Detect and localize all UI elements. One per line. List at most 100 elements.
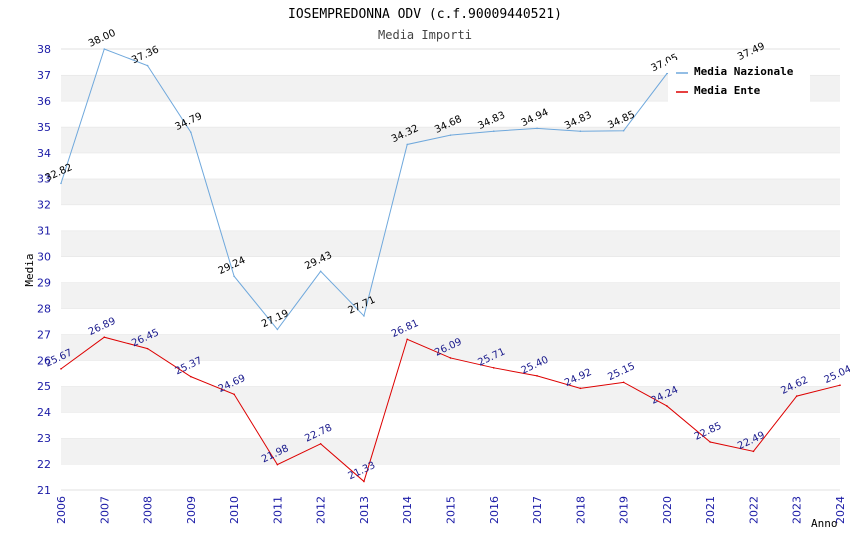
data-point — [103, 48, 106, 50]
data-point — [449, 134, 452, 136]
data-point — [795, 395, 798, 397]
x-tick-label: 2014 — [401, 496, 414, 524]
grid-band — [61, 204, 840, 231]
x-tick-label: 2012 — [315, 496, 328, 524]
data-point — [839, 384, 841, 386]
x-tick-label: 2023 — [791, 496, 804, 524]
y-tick-label: 21 — [37, 484, 51, 497]
x-axis-ticks: 2006 2007 2008 2009 2010 2011 2012 2013 2014 2015… — [55, 496, 847, 524]
data-point — [60, 182, 62, 185]
y-tick-label: 34 — [37, 147, 51, 160]
grid-band — [61, 126, 840, 153]
data-point — [622, 129, 625, 132]
chart-subtitle: Media Importi — [378, 28, 472, 42]
y-tick-label: 38 — [37, 43, 51, 56]
data-point — [319, 270, 322, 273]
y-axis-label: Media — [23, 253, 36, 286]
grid-band — [61, 152, 840, 179]
data-point — [276, 328, 279, 331]
y-tick-label: 37 — [37, 69, 51, 82]
y-tick-label: 26 — [37, 354, 51, 367]
data-point — [363, 480, 365, 483]
data-point — [103, 336, 106, 339]
data-point — [622, 381, 625, 384]
data-point — [492, 130, 495, 133]
x-tick-label: 2021 — [704, 496, 717, 524]
data-point — [406, 143, 409, 146]
y-tick-label: 25 — [37, 380, 51, 393]
data-point — [146, 64, 149, 67]
data-point — [752, 450, 755, 453]
x-tick-label: 2008 — [142, 496, 155, 524]
grid-band — [61, 360, 840, 387]
data-point — [666, 72, 668, 75]
x-tick-label: 2015 — [445, 496, 458, 524]
y-tick-label: 22 — [37, 458, 51, 471]
grid-bands — [61, 48, 840, 491]
data-point — [233, 275, 235, 278]
data-point — [190, 131, 192, 134]
x-tick-label: 2022 — [747, 496, 760, 524]
data-point — [233, 393, 235, 396]
x-tick-label: 2010 — [228, 496, 241, 524]
data-point — [319, 443, 322, 445]
grid-band — [61, 178, 840, 205]
x-axis-label: Anno — [811, 517, 838, 530]
legend-label-media-ente: Media Ente — [694, 84, 761, 97]
grid-band — [61, 412, 840, 439]
x-tick-label: 2019 — [618, 496, 631, 524]
series-lines — [60, 48, 841, 483]
y-tick-label: 32 — [37, 199, 51, 212]
data-point — [579, 130, 582, 133]
grid-band — [61, 100, 840, 127]
x-tick-label: 2020 — [661, 496, 674, 524]
grid-band — [61, 386, 840, 413]
y-tick-label: 35 — [37, 121, 51, 134]
data-point — [579, 387, 582, 390]
x-tick-label: 2013 — [358, 496, 371, 524]
grid-band — [61, 230, 840, 257]
y-tick-label: 24 — [37, 406, 51, 419]
y-tick-label: 29 — [37, 276, 51, 289]
data-point — [363, 315, 365, 317]
x-tick-label: 2024 — [834, 496, 847, 524]
data-label: 38.00 — [87, 28, 118, 50]
x-tick-label: 2006 — [55, 496, 68, 524]
data-point — [146, 347, 149, 350]
data-point — [276, 463, 279, 466]
y-tick-label: 23 — [37, 432, 51, 445]
data-point — [709, 441, 711, 443]
y-tick-label: 28 — [37, 302, 51, 315]
y-tick-label: 30 — [37, 251, 51, 264]
grid-band — [61, 438, 840, 465]
x-tick-label: 2011 — [271, 496, 284, 524]
x-tick-label: 2009 — [185, 496, 198, 524]
grid-band — [61, 256, 840, 283]
grid-band — [61, 308, 840, 335]
grid-band — [61, 282, 840, 309]
y-tick-label: 27 — [37, 328, 51, 341]
x-tick-label: 2007 — [98, 496, 111, 524]
x-tick-label: 2018 — [574, 496, 587, 524]
series-line-media-nazionale — [60, 48, 754, 331]
chart-title: IOSEMPREDONNA ODV (c.f.90009440521) — [288, 7, 562, 22]
x-tick-label: 2016 — [488, 496, 501, 524]
y-tick-label: 36 — [37, 95, 51, 108]
legend-background — [668, 60, 810, 102]
data-point — [449, 357, 452, 359]
data-point — [190, 375, 192, 378]
legend: Media Nazionale Media Ente — [668, 60, 810, 102]
legend-label-media-nazionale: Media Nazionale — [694, 65, 794, 78]
x-tick-label: 2017 — [531, 496, 544, 524]
data-point — [536, 375, 538, 377]
data-point — [406, 338, 409, 341]
data-point — [536, 127, 538, 130]
data-point — [60, 368, 62, 370]
grid-band — [61, 464, 840, 490]
y-tick-label: 33 — [37, 173, 51, 186]
y-tick-label: 31 — [37, 225, 51, 238]
data-point — [492, 367, 495, 369]
y-axis-ticks: 21 22 23 24 25 26 27 28 29 30 31 32 33 34 35 36 37 38 — [37, 43, 51, 497]
grid-band — [61, 334, 840, 361]
